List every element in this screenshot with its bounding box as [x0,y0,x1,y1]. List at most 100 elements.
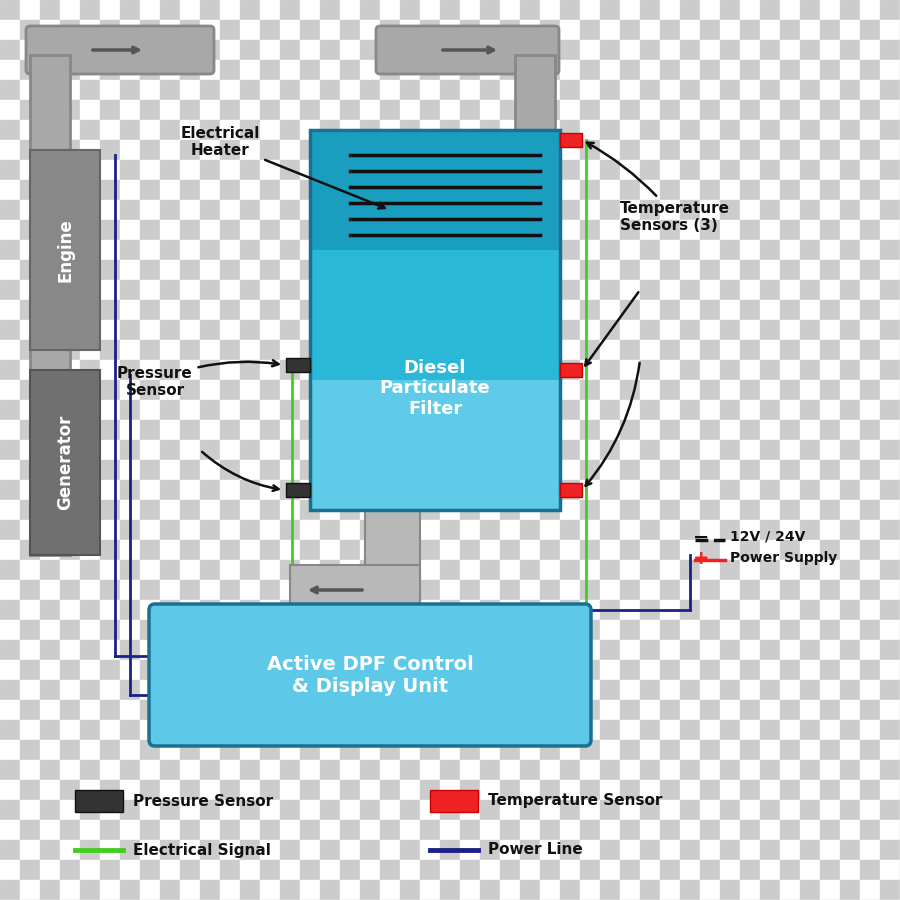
Bar [700,300,720,320]
Bar [420,120,440,140]
Bar [520,780,540,800]
Bar [340,780,360,800]
Bar [520,360,540,380]
Bar [380,700,400,720]
Bar [680,240,700,260]
Bar [400,360,420,380]
Bar [640,100,660,120]
Bar [860,20,880,40]
Bar [880,620,900,640]
Bar [100,660,120,680]
Bar [20,540,40,560]
Bar [100,20,120,40]
Bar [720,160,740,180]
Bar [220,480,240,500]
Bar [840,180,860,200]
Bar [80,660,100,680]
Bar [180,780,200,800]
Bar [300,340,320,360]
Bar [560,880,580,900]
Bar [320,820,340,840]
Bar [740,780,760,800]
Bar [440,300,460,320]
Bar [440,740,460,760]
Bar [300,240,320,260]
Bar [640,240,660,260]
Bar [540,400,560,420]
Bar [880,460,900,480]
Bar [660,420,680,440]
Bar [580,680,600,700]
Bar [240,340,260,360]
Bar [720,660,740,680]
Bar [560,340,580,360]
Bar [480,260,500,280]
Bar [520,820,540,840]
Bar [100,560,120,580]
Bar [620,660,640,680]
Bar [800,200,820,220]
Bar [180,680,200,700]
Bar [820,780,840,800]
Bar [580,300,600,320]
Bar [720,280,740,300]
Bar [780,720,800,740]
Bar [680,640,700,660]
Bar [760,40,780,60]
Bar [360,740,380,760]
Bar [180,340,200,360]
Bar [520,320,540,340]
Bar [460,60,480,80]
Bar [880,220,900,240]
Bar [840,420,860,440]
Bar [740,80,760,100]
Bar [340,180,360,200]
Bar [740,60,760,80]
Bar [0,800,20,820]
Bar [440,880,460,900]
Bar [880,860,900,880]
Bar [180,480,200,500]
Bar [460,300,480,320]
Bar [840,660,860,680]
Bar [860,560,880,580]
Bar [680,560,700,580]
Bar [180,600,200,620]
Bar [100,540,120,560]
Bar [620,740,640,760]
Bar [840,20,860,40]
Bar [580,760,600,780]
Bar [840,260,860,280]
Bar [760,720,780,740]
Bar [220,240,240,260]
Bar [820,620,840,640]
Bar [260,560,280,580]
Bar [620,120,640,140]
Bar [680,720,700,740]
Bar [700,320,720,340]
Bar [740,680,760,700]
Bar [40,280,60,300]
Bar [600,400,620,420]
Bar [560,600,580,620]
Bar [600,540,620,560]
Bar [460,520,480,540]
Bar [560,280,580,300]
Bar [520,220,540,240]
Bar [380,360,400,380]
Bar [720,120,740,140]
Bar [60,100,80,120]
Bar [260,40,280,60]
Bar [880,600,900,620]
Bar [20,40,40,60]
Bar [500,760,520,780]
Bar [460,180,480,200]
Bar [760,660,780,680]
Bar [800,220,820,240]
Bar [60,340,80,360]
Bar [680,40,700,60]
Bar [800,520,820,540]
Bar [360,220,380,240]
Bar [280,140,300,160]
Bar [380,760,400,780]
